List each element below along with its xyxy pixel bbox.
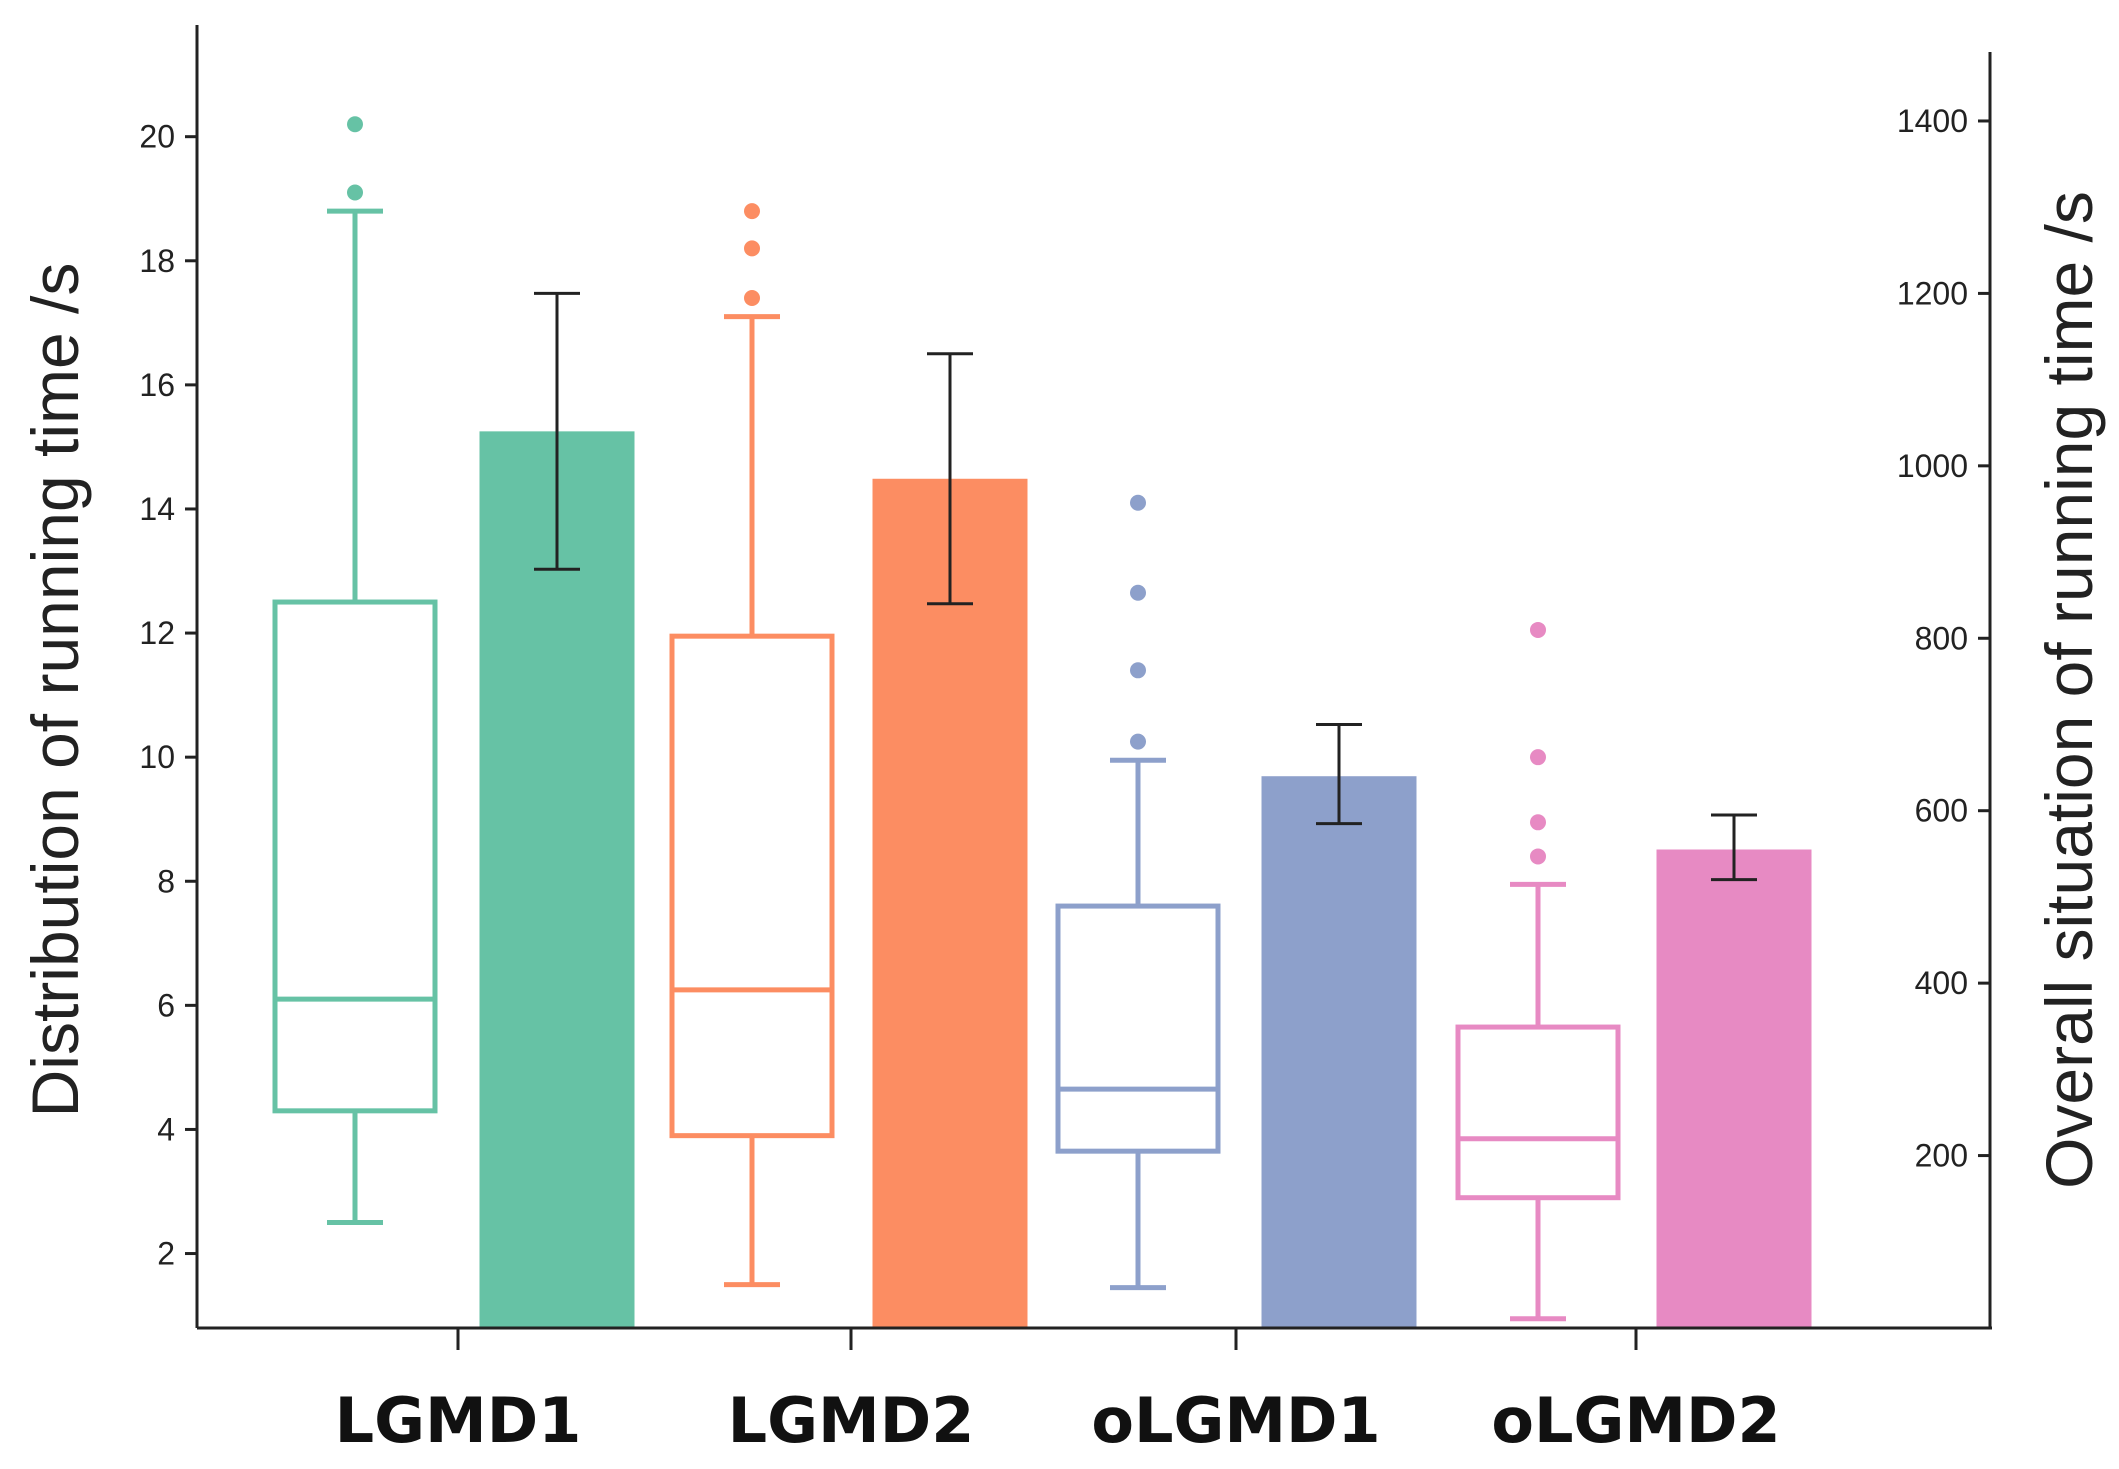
right-axis-tick-label: 200 — [1915, 1138, 1968, 1174]
right-axis-tick-label: 600 — [1915, 793, 1968, 829]
left-axis-tick-label: 18 — [139, 243, 175, 279]
chart-marks — [272, 116, 1812, 1329]
left-axis-tick-label: 12 — [139, 615, 175, 651]
left-axis-tick-label: 2 — [157, 1236, 175, 1272]
box-oLGMD1 — [1055, 903, 1221, 1154]
left-axis-tick-label: 8 — [157, 863, 175, 899]
right-axis-tick-label: 1200 — [1897, 275, 1968, 311]
right-axis-tick-label: 1400 — [1897, 103, 1968, 139]
left-axis-tick-label: 16 — [139, 367, 175, 403]
outlier-oLGMD1 — [1130, 733, 1146, 750]
outlier-LGMD2 — [744, 290, 760, 307]
right-axis-tick-label: 800 — [1915, 620, 1968, 656]
left-axis-tick-label: 14 — [139, 491, 175, 527]
x-axis-category-label: LGMD2 — [728, 1384, 975, 1457]
outlier-LGMD2 — [744, 240, 760, 257]
outlier-oLGMD2 — [1530, 848, 1546, 865]
right-axis-title: Overall situation of running time /s — [2032, 191, 2106, 1189]
outlier-oLGMD1 — [1130, 584, 1146, 601]
outlier-LGMD1 — [347, 184, 363, 201]
outlier-oLGMD2 — [1530, 621, 1546, 638]
bar-LGMD2 — [872, 478, 1028, 1328]
left-axis-tick-label: 6 — [157, 987, 175, 1023]
outlier-oLGMD2 — [1530, 814, 1546, 831]
outlier-LGMD1 — [347, 116, 363, 133]
bar-LGMD1 — [479, 431, 635, 1329]
outlier-oLGMD1 — [1130, 662, 1146, 679]
x-axis: LGMD1 LGMD2 oLGMD1 oLGMD2 — [197, 1326, 1992, 1457]
x-axis-category-label: oLGMD1 — [1091, 1384, 1380, 1457]
left-axis-tick-label: 20 — [139, 119, 175, 155]
box-LGMD2 — [669, 633, 835, 1139]
box-oLGMD2 — [1455, 1024, 1621, 1201]
bar-oLGMD2 — [1656, 849, 1812, 1328]
left-axis-tick-label: 4 — [157, 1111, 175, 1147]
x-axis-category-label: LGMD1 — [335, 1384, 582, 1457]
left-axis-tick-label: 10 — [139, 739, 175, 775]
left-axis: 2 4 6 8 10 12 14 16 18 20 — [139, 25, 199, 1328]
bar-oLGMD1 — [1261, 776, 1417, 1328]
outlier-oLGMD2 — [1530, 749, 1546, 766]
outlier-oLGMD1 — [1130, 494, 1146, 511]
left-axis-title: Distribution of running time /s — [18, 263, 92, 1118]
right-axis-tick-label: 400 — [1915, 965, 1968, 1001]
right-axis: 200 400 600 800 1000 1200 1400 — [1897, 52, 1992, 1328]
outlier-LGMD2 — [744, 203, 760, 220]
x-axis-category-label: oLGMD2 — [1491, 1384, 1780, 1457]
box-LGMD1 — [272, 599, 438, 1114]
right-axis-tick-label: 1000 — [1897, 448, 1968, 484]
